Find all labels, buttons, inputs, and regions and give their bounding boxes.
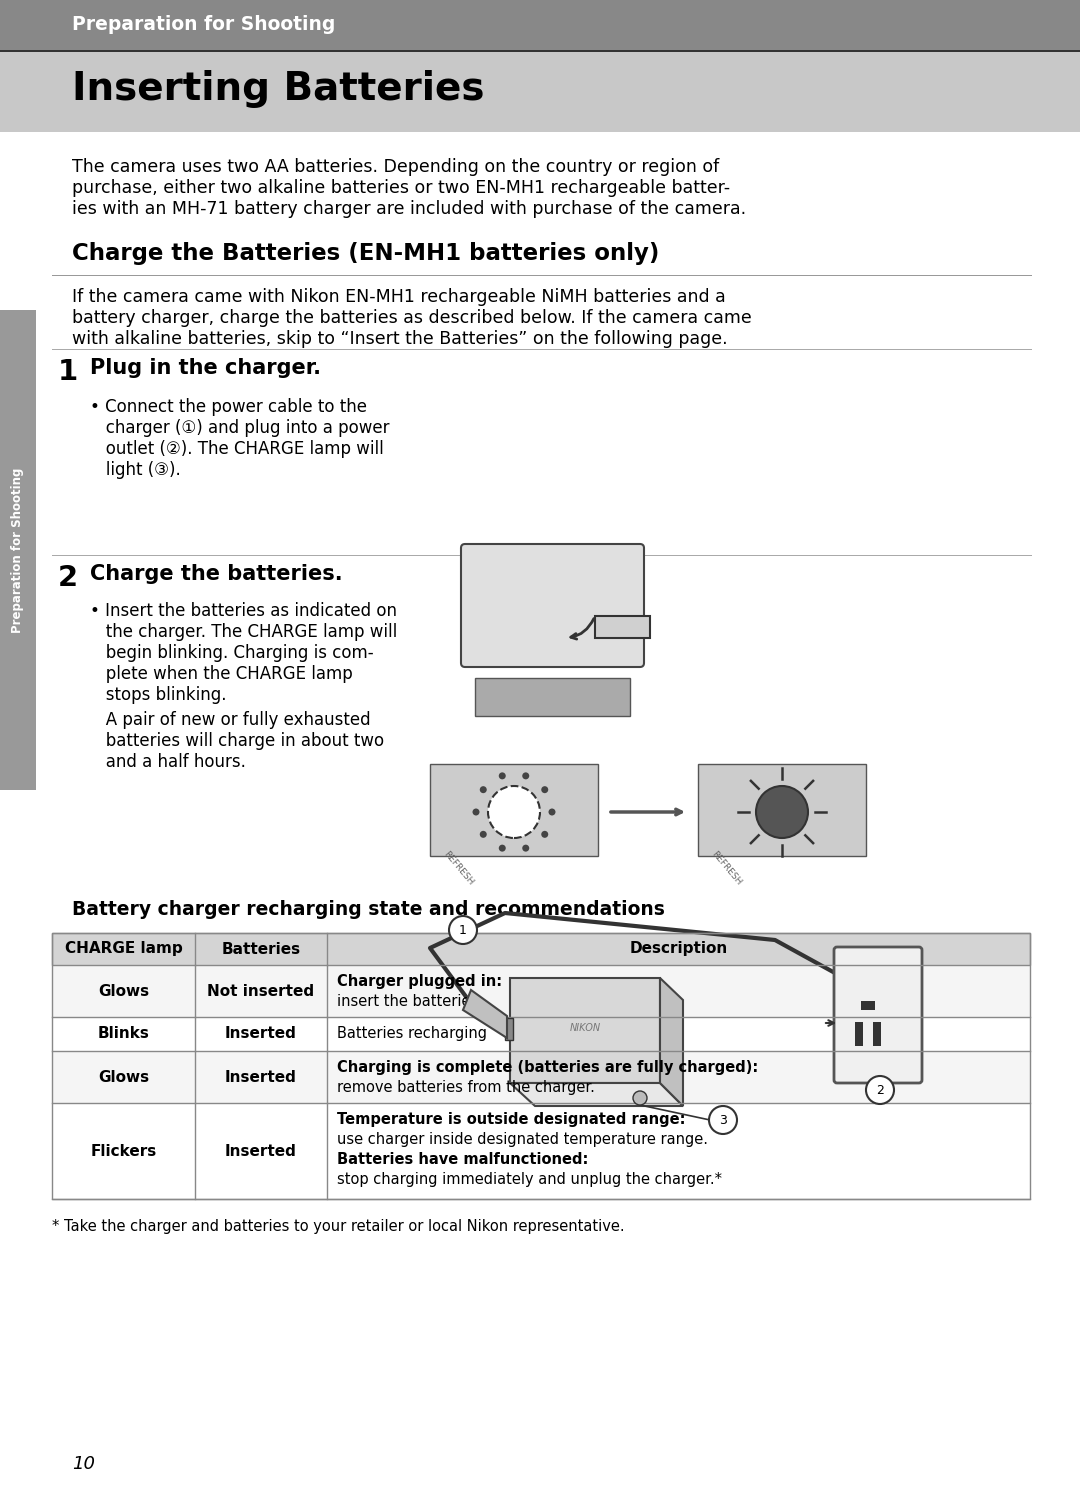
Text: Not inserted: Not inserted <box>207 984 314 999</box>
Polygon shape <box>463 990 507 1039</box>
FancyBboxPatch shape <box>834 947 922 1083</box>
Bar <box>52 933 1030 1199</box>
Bar <box>52 933 1030 964</box>
Bar <box>0 51 1080 52</box>
Circle shape <box>488 786 540 838</box>
Circle shape <box>473 808 480 816</box>
Text: * Take the charger and batteries to your retailer or local Nikon representative.: * Take the charger and batteries to your… <box>52 1219 624 1233</box>
Text: Charge the batteries.: Charge the batteries. <box>90 565 342 584</box>
Text: A pair of new or fully exhausted: A pair of new or fully exhausted <box>90 710 370 730</box>
Text: Charger plugged in:: Charger plugged in: <box>337 973 502 990</box>
Polygon shape <box>660 978 683 1106</box>
Text: Batteries recharging: Batteries recharging <box>337 1025 487 1042</box>
Text: Inserted: Inserted <box>225 1144 297 1159</box>
Text: insert the batteries.: insert the batteries. <box>337 994 483 1009</box>
Text: plete when the CHARGE lamp: plete when the CHARGE lamp <box>90 666 353 684</box>
Circle shape <box>449 915 477 944</box>
Text: • Insert the batteries as indicated on: • Insert the batteries as indicated on <box>90 602 397 620</box>
Text: Description: Description <box>630 942 728 957</box>
Text: Batteries: Batteries <box>221 942 300 957</box>
Text: Blinks: Blinks <box>97 1027 149 1042</box>
Circle shape <box>549 808 555 816</box>
Text: and a half hours.: and a half hours. <box>90 753 246 771</box>
Text: The camera uses two AA batteries. Depending on the country or region of: The camera uses two AA batteries. Depend… <box>72 158 719 175</box>
Text: 2: 2 <box>58 565 78 591</box>
Text: begin blinking. Charging is com-: begin blinking. Charging is com- <box>90 643 374 661</box>
Bar <box>505 1018 513 1040</box>
Text: Preparation for Shooting: Preparation for Shooting <box>12 467 25 633</box>
Polygon shape <box>510 1083 683 1106</box>
Bar <box>52 964 1030 1016</box>
Bar <box>52 933 1030 964</box>
Bar <box>855 1022 863 1046</box>
Circle shape <box>866 1076 894 1104</box>
Circle shape <box>708 1106 737 1134</box>
Text: remove batteries from the charger.: remove batteries from the charger. <box>337 1080 595 1095</box>
Circle shape <box>480 786 487 794</box>
Circle shape <box>480 831 487 838</box>
Text: charger (①) and plug into a power: charger (①) and plug into a power <box>90 419 390 437</box>
Circle shape <box>756 786 808 838</box>
Text: with alkaline batteries, skip to “Insert the Batteries” on the following page.: with alkaline batteries, skip to “Insert… <box>72 330 728 348</box>
Bar <box>0 52 1080 131</box>
Text: Inserting Batteries: Inserting Batteries <box>72 70 485 108</box>
Bar <box>698 764 866 856</box>
Text: REFRESH: REFRESH <box>442 850 475 887</box>
Bar <box>873 1022 881 1046</box>
Text: ies with an MH-71 battery charger are included with purchase of the camera.: ies with an MH-71 battery charger are in… <box>72 201 746 218</box>
Text: 1: 1 <box>58 358 78 386</box>
Text: If the camera came with Nikon EN-MH1 rechargeable NiMH batteries and a: If the camera came with Nikon EN-MH1 rec… <box>72 288 726 306</box>
Text: batteries will charge in about two: batteries will charge in about two <box>90 733 384 750</box>
Text: Inserted: Inserted <box>225 1070 297 1085</box>
Circle shape <box>541 831 549 838</box>
Circle shape <box>523 844 529 851</box>
Text: REFRESH: REFRESH <box>710 850 743 887</box>
Text: Inserted: Inserted <box>225 1027 297 1042</box>
Text: EN-MH1: EN-MH1 <box>532 688 571 698</box>
Bar <box>52 1051 1030 1103</box>
Text: Glows: Glows <box>98 1070 149 1085</box>
Bar <box>0 0 1080 51</box>
Text: Batteries have malfunctioned:: Batteries have malfunctioned: <box>337 1152 589 1167</box>
Bar <box>0 311 36 791</box>
Bar <box>475 678 630 716</box>
Text: 3: 3 <box>719 1113 727 1126</box>
Text: battery charger, charge the batteries as described below. If the camera came: battery charger, charge the batteries as… <box>72 309 752 327</box>
Circle shape <box>499 844 505 851</box>
Circle shape <box>541 786 549 794</box>
Circle shape <box>633 1091 647 1106</box>
Text: Preparation for Shooting: Preparation for Shooting <box>72 15 336 34</box>
Text: the charger. The CHARGE lamp will: the charger. The CHARGE lamp will <box>90 623 397 640</box>
Text: NIKON: NIKON <box>569 1022 600 1033</box>
Text: Flickers: Flickers <box>91 1144 157 1159</box>
Text: Charging is complete (batteries are fully charged):: Charging is complete (batteries are full… <box>337 1060 758 1074</box>
Polygon shape <box>510 978 660 1083</box>
FancyBboxPatch shape <box>461 544 644 667</box>
Bar <box>861 1002 875 1010</box>
Text: 10: 10 <box>72 1455 95 1473</box>
Circle shape <box>499 773 505 779</box>
Text: Plug in the charger.: Plug in the charger. <box>90 358 321 377</box>
Text: Battery charger recharging state and recommendations: Battery charger recharging state and rec… <box>72 901 665 918</box>
Text: light (③).: light (③). <box>90 461 180 478</box>
Circle shape <box>523 773 529 779</box>
Text: stops blinking.: stops blinking. <box>90 687 227 704</box>
Polygon shape <box>595 617 650 637</box>
Bar <box>52 1016 1030 1051</box>
Text: Temperature is outside designated range:: Temperature is outside designated range: <box>337 1112 686 1126</box>
Text: 2: 2 <box>876 1083 883 1097</box>
Text: • Connect the power cable to the: • Connect the power cable to the <box>90 398 367 416</box>
Text: 1: 1 <box>459 923 467 936</box>
Text: purchase, either two alkaline batteries or two EN-MH1 rechargeable batter-: purchase, either two alkaline batteries … <box>72 178 730 198</box>
Text: outlet (②). The CHARGE lamp will: outlet (②). The CHARGE lamp will <box>90 440 383 458</box>
Text: stop charging immediately and unplug the charger.*: stop charging immediately and unplug the… <box>337 1172 723 1187</box>
Bar <box>52 1103 1030 1199</box>
Text: CHARGE lamp: CHARGE lamp <box>65 942 183 957</box>
Text: use charger inside designated temperature range.: use charger inside designated temperatur… <box>337 1132 708 1147</box>
Text: Charge the Batteries (EN-MH1 batteries only): Charge the Batteries (EN-MH1 batteries o… <box>72 242 660 265</box>
Bar <box>430 764 598 856</box>
Text: Glows: Glows <box>98 984 149 999</box>
